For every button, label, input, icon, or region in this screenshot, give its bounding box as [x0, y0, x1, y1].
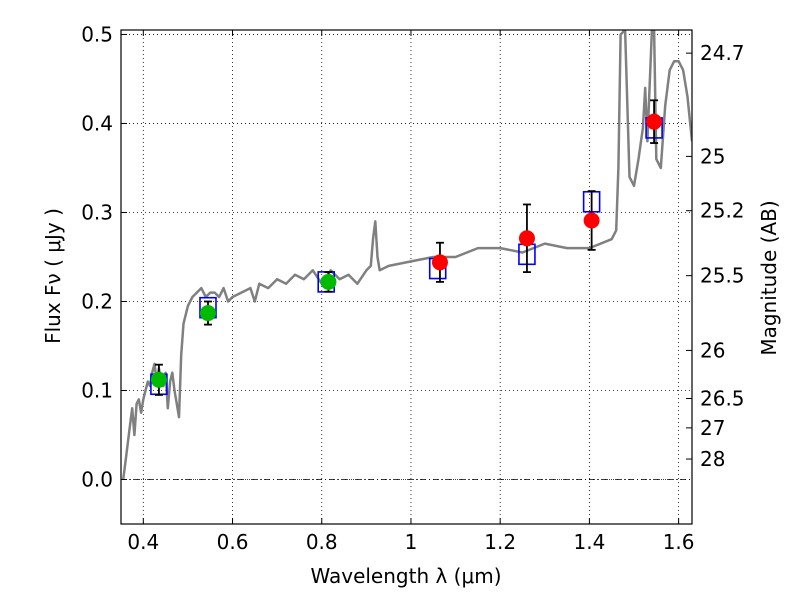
x-tick-label: 0.8	[306, 530, 338, 554]
y-tick-label: 0.4	[81, 111, 113, 135]
y2-tick-label: 25	[700, 144, 725, 168]
y2-tick-label: 27	[700, 416, 725, 440]
flux-point-marker	[583, 212, 600, 229]
flux-point-marker	[431, 254, 448, 271]
flux-point-marker	[518, 230, 535, 247]
x-tick-label: 1	[405, 530, 418, 554]
spectrum-line	[121, 30, 692, 480]
flux-point-marker	[320, 273, 337, 290]
x-tick-label: 1.4	[573, 530, 605, 554]
y-tick-label: 0.5	[81, 22, 113, 46]
grid-lines	[121, 30, 692, 524]
y2-axis-label: Magnitude (AB)	[757, 200, 781, 355]
y2-tick-label: 26.5	[700, 386, 745, 410]
tick-labels: 0.4 0.6 0.8 1 1.2 1.4 1.6 0.0 0.1 0.2 0.3 0.4 0.5 24.…	[81, 22, 744, 554]
x-axis-label: Wavelength λ (μm)	[310, 564, 501, 588]
y2-tick-label: 25.2	[700, 199, 745, 223]
flux-point-marker	[199, 305, 216, 322]
plot-frame	[120, 29, 693, 525]
flux-point-marker	[150, 371, 167, 388]
y2-tick-label: 26	[700, 338, 725, 362]
y2-tick-label: 25.5	[700, 264, 745, 288]
y-tick-label: 0.1	[81, 378, 113, 402]
data-markers	[150, 99, 663, 396]
x-tick-label: 0.4	[127, 530, 159, 554]
x-tick-label: 1.2	[484, 530, 516, 554]
spectrum-series	[121, 30, 692, 480]
y2-tick-label: 28	[700, 447, 725, 471]
x-tick-label: 1.6	[663, 530, 695, 554]
y-tick-label: 0.0	[81, 467, 113, 491]
axis-ticks	[121, 30, 692, 524]
y2-tick-label: 24.7	[700, 41, 745, 65]
flux-point-marker	[646, 113, 663, 130]
y-tick-label: 0.2	[81, 289, 113, 313]
x-tick-label: 0.6	[217, 530, 249, 554]
y-tick-label: 0.3	[81, 200, 113, 224]
y-axis-label: Flux Fν ( μJy )	[41, 208, 65, 344]
